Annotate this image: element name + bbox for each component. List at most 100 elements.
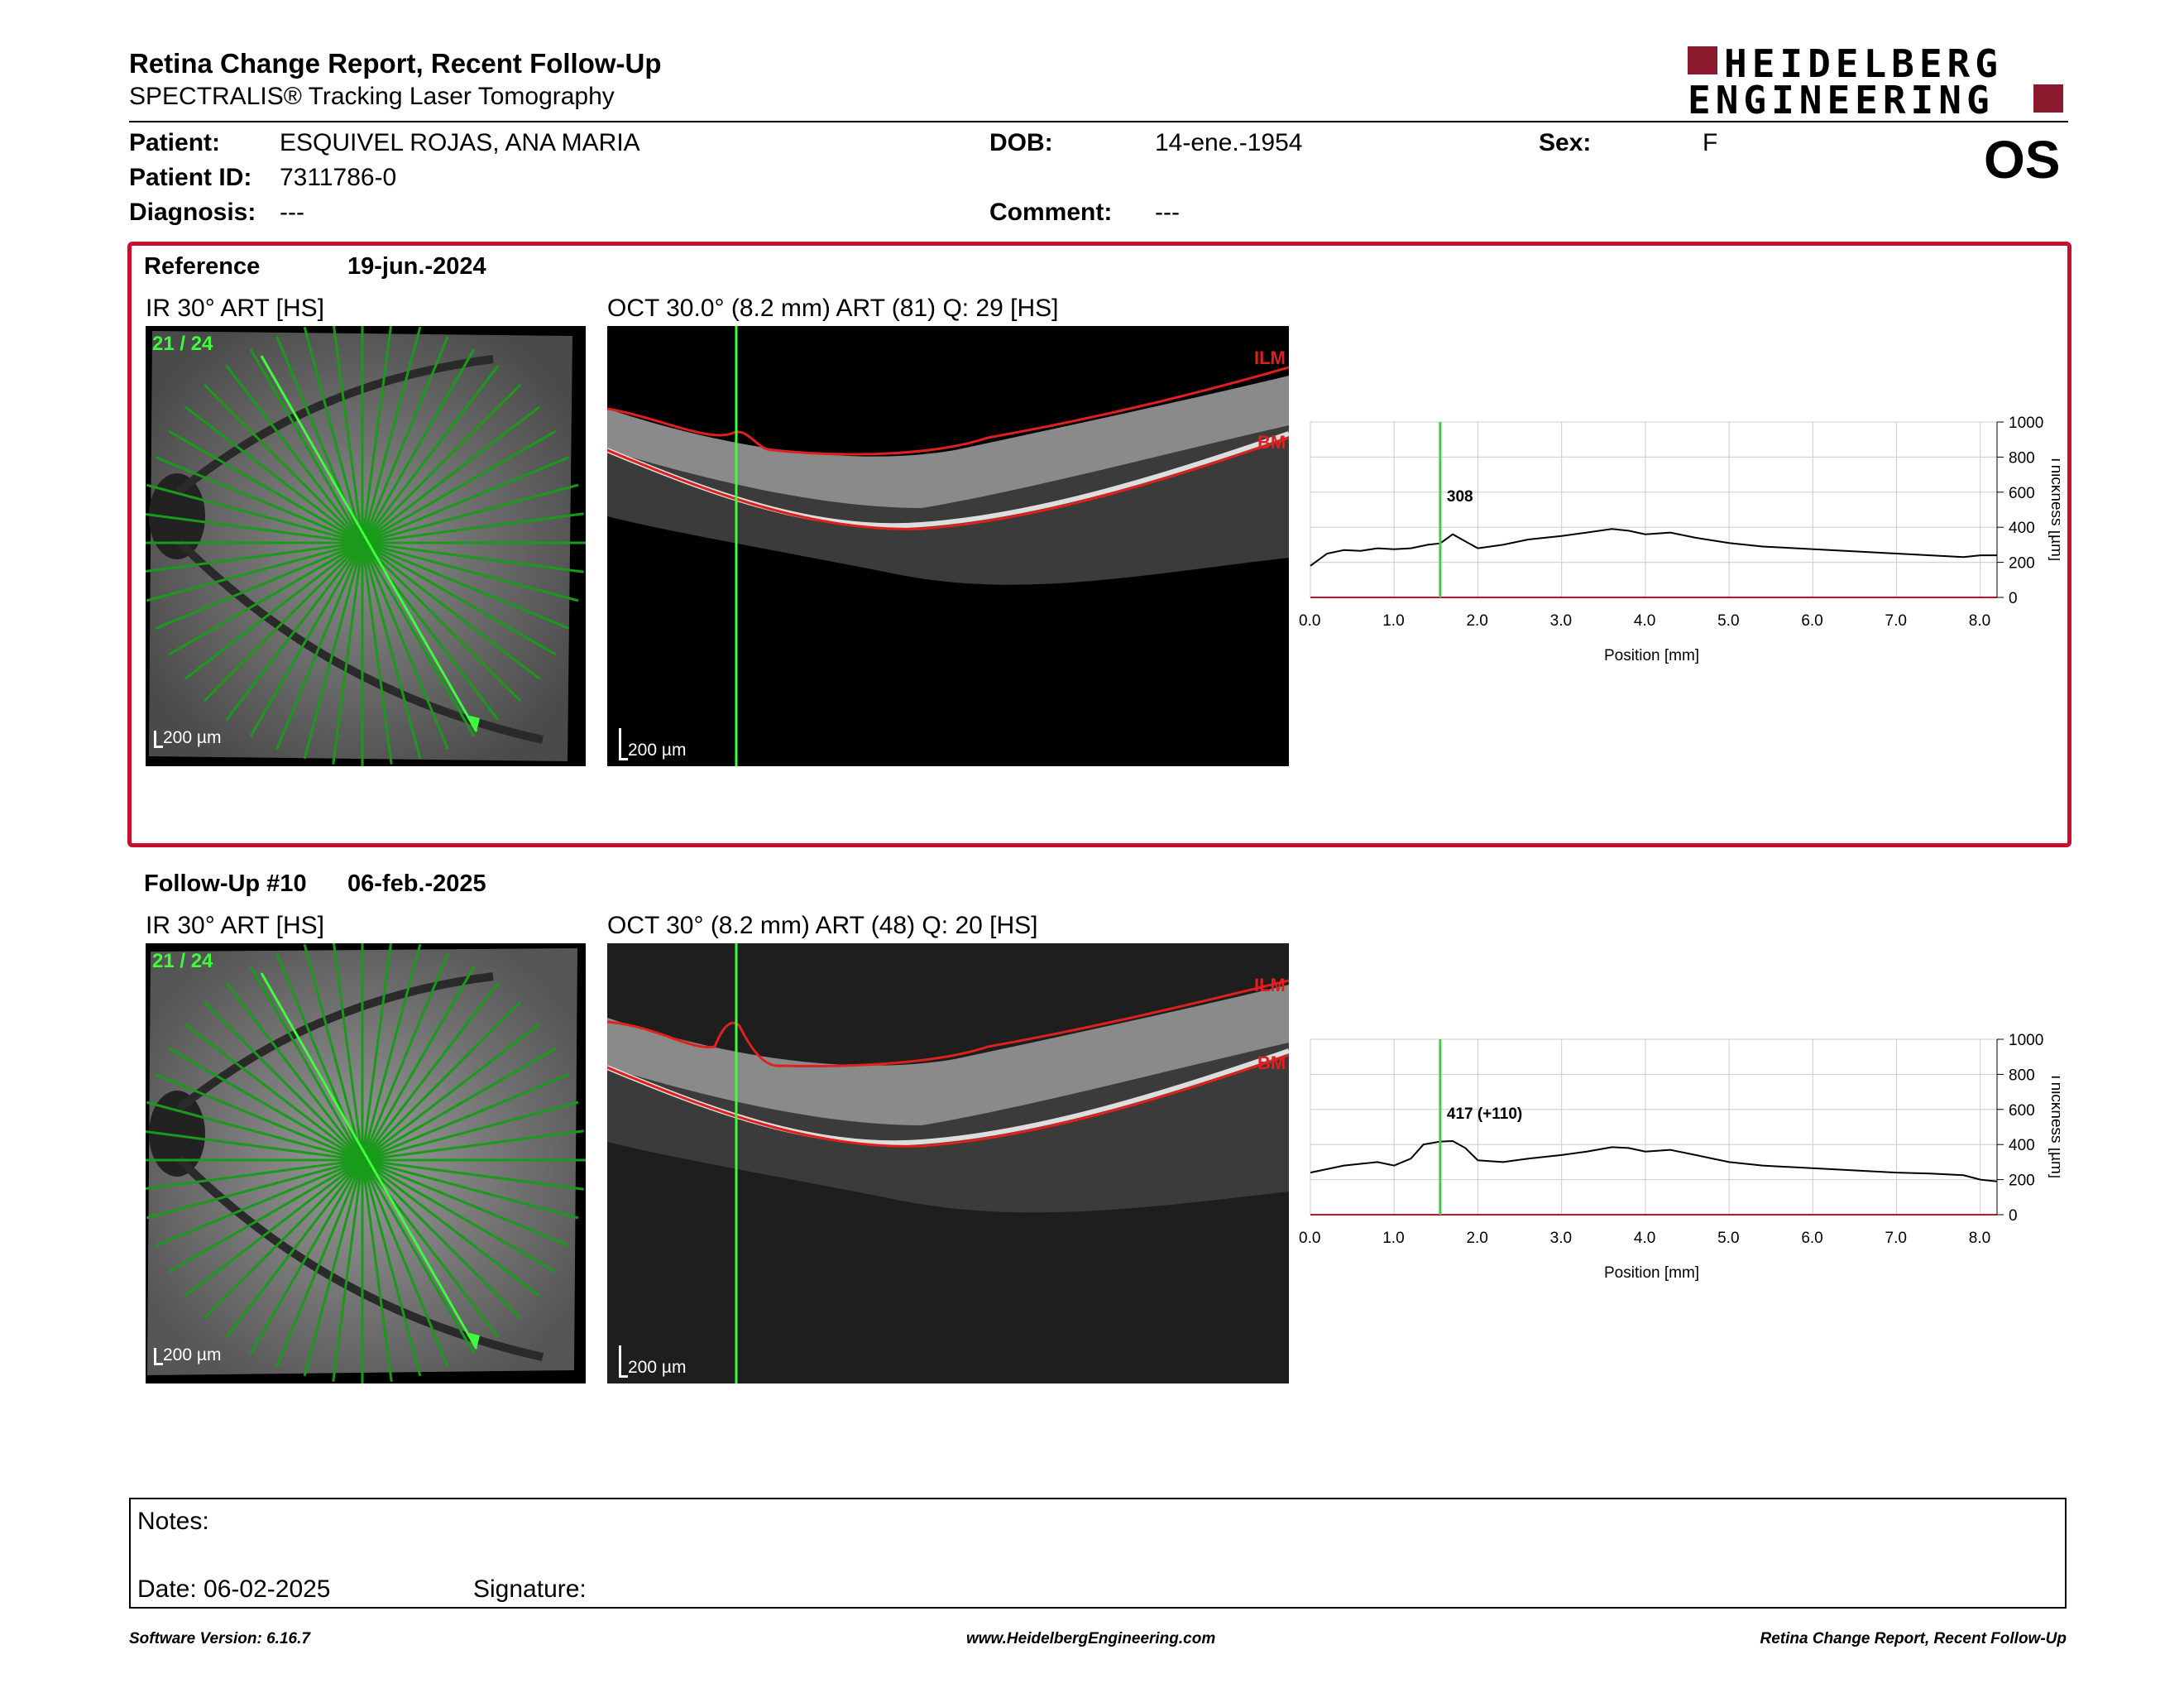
logo-line2: ENGINEERING xyxy=(1688,78,1995,122)
sex-value: F xyxy=(1703,129,1718,156)
scale-bar-icon xyxy=(619,728,628,760)
y-tick-label: 1000 xyxy=(2009,415,2043,432)
y-tick-label: 400 xyxy=(2009,1137,2035,1154)
y-tick-label: 600 xyxy=(2009,485,2035,502)
x-tick-label: 4.0 xyxy=(1634,1230,1655,1247)
eye-label: OS xyxy=(1984,130,2061,189)
patient-id: 7311786-0 xyxy=(280,164,397,191)
logo-square-icon xyxy=(1688,46,1717,74)
dob-value: 14-ene.-1954 xyxy=(1155,129,1303,156)
notes-box[interactable]: Notes: Date: 06-02-2025 Signature: xyxy=(129,1498,2067,1609)
y-tick-label: 400 xyxy=(2009,520,2035,537)
reference-ir-scale: 200 µm xyxy=(154,728,221,748)
thickness-line xyxy=(1310,528,1997,567)
x-axis-label: Position [mm] xyxy=(1604,647,1699,664)
footer-report-name: Retina Change Report, Recent Follow-Up xyxy=(1760,1630,2067,1647)
x-tick-label: 5.0 xyxy=(1717,1230,1739,1247)
reference-label: Reference xyxy=(144,253,261,280)
logo-line1: HEIDELBERG xyxy=(1724,41,2003,86)
x-tick-label: 7.0 xyxy=(1885,612,1907,630)
scale-bar-icon xyxy=(154,731,163,748)
y-axis-label: Thickness [µm] xyxy=(2048,455,2060,561)
y-tick-label: 0 xyxy=(2009,590,2018,607)
x-tick-label: 3.0 xyxy=(1550,1230,1572,1247)
patient-name: ESQUIVEL ROJAS, ANA MARIA xyxy=(280,129,640,156)
x-axis-label: Position [mm] xyxy=(1604,1264,1699,1282)
x-tick-label: 7.0 xyxy=(1885,1230,1907,1247)
comment-label: Comment: xyxy=(989,199,1113,226)
followup-bm-label: BM xyxy=(1257,1053,1286,1073)
report-title: Retina Change Report, Recent Follow-Up xyxy=(129,48,662,79)
diagnosis-label: Diagnosis: xyxy=(129,199,256,226)
x-tick-label: 0.0 xyxy=(1299,1230,1320,1247)
scale-bar-icon xyxy=(154,1348,163,1365)
reference-thickness-chart: 0 200 400 600 800 1000 0.0 1.0 2.0 3.0 4.0 5.0 6.0 7.… xyxy=(1299,415,2060,664)
followup-ilm-label: ILM xyxy=(1254,975,1286,995)
y-tick-label: 0 xyxy=(2009,1207,2018,1225)
reference-ir-caption: IR 30° ART [HS] xyxy=(146,295,324,322)
x-tick-label: 5.0 xyxy=(1717,612,1739,630)
scale-bar-icon xyxy=(619,1345,628,1378)
footer-software-version: Software Version: 6.16.7 xyxy=(129,1630,310,1647)
followup-thickness-chart: 0 200 400 600 800 1000 0.0 1.0 2.0 3.0 4.0 5.0 6.0 7.… xyxy=(1299,1032,2060,1282)
followup-ir-scale-label: 200 µm xyxy=(163,1345,222,1364)
followup-oct-bscan[interactable]: ILM BM 200 µm xyxy=(607,943,1289,1383)
x-tick-label: 6.0 xyxy=(1801,1230,1822,1247)
scan-line xyxy=(146,512,584,573)
followup-ir-caption: IR 30° ART [HS] xyxy=(146,912,324,939)
reference-ir-fundus-image[interactable]: 21 / 24 200 µm xyxy=(146,326,586,766)
diagnosis-value: --- xyxy=(280,199,304,226)
followup-fundus-svg xyxy=(146,943,586,1383)
x-tick-label: 0.0 xyxy=(1299,612,1320,630)
patient-label: Patient: xyxy=(129,129,221,156)
reference-date: 19-jun.-2024 xyxy=(347,253,486,280)
x-tick-label: 1.0 xyxy=(1382,1230,1404,1247)
reference-section-frame xyxy=(127,242,2071,847)
reference-oct-caption: OCT 30.0° (8.2 mm) ART (81) Q: 29 [HS] xyxy=(607,295,1059,322)
followup-ir-fundus-image[interactable]: 21 / 24 200 µm xyxy=(146,943,586,1383)
x-tick-label: 2.0 xyxy=(1466,612,1487,630)
x-tick-label: 1.0 xyxy=(1382,612,1404,630)
header-divider xyxy=(129,121,2068,122)
x-tick-label: 4.0 xyxy=(1634,612,1655,630)
x-tick-label: 3.0 xyxy=(1550,612,1572,630)
followup-date: 06-feb.-2025 xyxy=(347,870,486,897)
notes-label: Notes: xyxy=(137,1508,209,1535)
logo-square-icon xyxy=(2033,84,2063,113)
y-tick-label: 800 xyxy=(2009,1067,2035,1084)
x-tick-label: 8.0 xyxy=(1969,612,1990,630)
marker-value-label: 417 (+110) xyxy=(1447,1105,1522,1123)
dob-label: DOB: xyxy=(989,129,1053,156)
followup-ir-scale: 200 µm xyxy=(154,1345,221,1365)
followup-oct-scale-label: 200 µm xyxy=(628,1358,687,1377)
reference-oct-scale-label: 200 µm xyxy=(628,741,687,760)
y-tick-label: 800 xyxy=(2009,449,2035,467)
reference-ilm-label: ILM xyxy=(1254,348,1286,368)
y-tick-label: 600 xyxy=(2009,1102,2035,1120)
notes-date: Date: 06-02-2025 xyxy=(137,1575,331,1603)
reference-oct-scale: 200 µm xyxy=(619,728,686,760)
x-tick-label: 2.0 xyxy=(1466,1230,1487,1247)
followup-oct-scale: 200 µm xyxy=(619,1345,686,1378)
followup-scan-index: 21 / 24 xyxy=(152,950,213,972)
y-tick-label: 200 xyxy=(2009,1172,2035,1190)
reference-ir-scale-label: 200 µm xyxy=(163,728,222,747)
signature-label: Signature: xyxy=(473,1575,587,1603)
x-tick-label: 6.0 xyxy=(1801,612,1822,630)
reference-oct-bscan[interactable]: ILM BM 200 µm xyxy=(607,326,1289,766)
patient-id-label: Patient ID: xyxy=(129,164,252,191)
y-tick-label: 1000 xyxy=(2009,1032,2043,1049)
reference-fundus-svg xyxy=(146,326,586,766)
sex-label: Sex: xyxy=(1539,129,1592,156)
y-tick-label: 200 xyxy=(2009,555,2035,573)
thickness-line xyxy=(1310,1139,1998,1182)
followup-oct-caption: OCT 30° (8.2 mm) ART (48) Q: 20 [HS] xyxy=(607,912,1038,939)
followup-oct-svg xyxy=(607,943,1289,1383)
footer-website[interactable]: www.HeidelbergEngineering.com xyxy=(966,1630,1216,1647)
reference-bm-label: BM xyxy=(1257,432,1286,453)
reference-oct-svg xyxy=(607,326,1289,766)
comment-value: --- xyxy=(1155,199,1180,226)
report-subtitle: SPECTRALIS® Tracking Laser Tomography xyxy=(129,83,615,110)
marker-value-label: 308 xyxy=(1447,488,1473,506)
followup-label: Follow-Up #10 xyxy=(144,870,307,897)
